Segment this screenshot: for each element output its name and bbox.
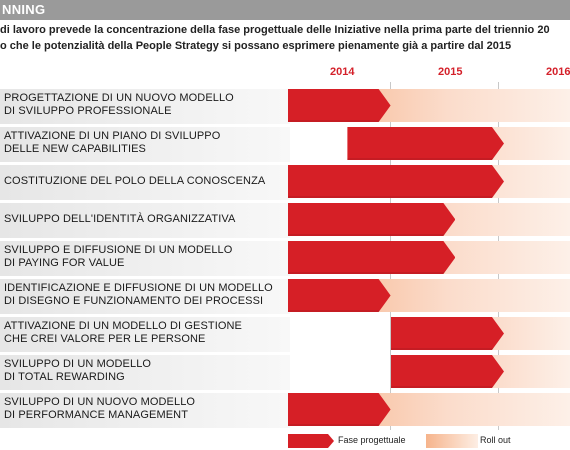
- initiative-label-line: DI SVILUPPO PROFESSIONALE: [4, 105, 172, 117]
- initiative-label-line: ATTIVAZIONE DI UN PIANO DI SVILUPPO: [4, 130, 221, 142]
- row-label-bg: [0, 392, 290, 428]
- initiative-label: PROGETTAZIONE DI UN NUOVO MODELLO DI SVIL…: [4, 92, 286, 118]
- row-label-bg: [0, 354, 290, 390]
- intro-line-1: di lavoro prevede la concentrazione dell…: [0, 24, 550, 36]
- design-phase-arrow: [288, 203, 455, 236]
- initiative-label-line: ATTIVAZIONE DI UN MODELLO DI GESTIONE: [4, 320, 242, 332]
- design-phase-arrow: [288, 393, 391, 426]
- initiative-label: SVILUPPO DI UN MODELLO DI TOTAL REWARDING: [4, 358, 286, 384]
- initiative-label-line: SVILUPPO E DIFFUSIONE DI UN MODELLO: [4, 244, 233, 256]
- legend-design-swatch: [288, 434, 334, 448]
- initiative-label: SVILUPPO E DIFFUSIONE DI UN MODELLO DI PA…: [4, 244, 286, 270]
- initiative-label-line: DI PERFORMANCE MANAGEMENT: [4, 409, 189, 421]
- initiative-label: COSTITUZIONE DEL POLO DELLA CONOSCENZA: [4, 175, 286, 188]
- initiative-label: ATTIVAZIONE DI UN MODELLO DI GESTIONE CHE…: [4, 320, 286, 346]
- legend-design-label: Fase progettuale: [338, 435, 406, 445]
- design-phase-arrow: [391, 355, 504, 388]
- header-title: NNING: [2, 2, 46, 17]
- legend-rollout-swatch: [426, 434, 478, 448]
- initiative-label-line: SVILUPPO DI UN MODELLO: [4, 358, 152, 370]
- year-label-2014: 2014: [330, 66, 355, 78]
- year-label-2016: 2016: [546, 66, 570, 78]
- row-label-bg: [0, 278, 290, 314]
- initiative-label: IDENTIFICAZIONE E DIFFUSIONE DI UN MODEL…: [4, 282, 286, 308]
- row-label-bg: [0, 202, 290, 238]
- initiative-label: ATTIVAZIONE DI UN PIANO DI SVILUPPO DELLE…: [4, 130, 286, 156]
- design-phase-arrow: [347, 127, 504, 160]
- initiative-label: SVILUPPO DELL'IDENTITÀ ORGANIZZATIVA: [4, 213, 286, 226]
- initiative-label: SVILUPPO DI UN NUOVO MODELLO DI PERFORMAN…: [4, 396, 286, 422]
- initiative-label-line: DI PAYING FOR VALUE: [4, 257, 125, 269]
- design-phase-arrow: [391, 317, 504, 350]
- initiative-label-line: DI TOTAL REWARDING: [4, 371, 125, 383]
- design-phase-arrow: [288, 165, 504, 198]
- year-label-2015: 2015: [438, 66, 463, 78]
- initiative-label-line: SVILUPPO DELL'IDENTITÀ ORGANIZZATIVA: [4, 213, 236, 225]
- design-phase-arrow: [288, 241, 455, 274]
- initiative-label-line: CHE CREI VALORE PER LE PERSONE: [4, 333, 206, 345]
- initiative-label-line: COSTITUZIONE DEL POLO DELLA CONOSCENZA: [4, 175, 266, 187]
- header-bar: NNING: [0, 0, 570, 20]
- row-label-bg: [0, 316, 290, 352]
- initiative-label-line: PROGETTAZIONE DI UN NUOVO MODELLO: [4, 92, 234, 104]
- row-label-bg: [0, 126, 290, 162]
- intro-line-2: o che le potenzialità della People Strat…: [0, 40, 512, 52]
- row-label-bg: [0, 240, 290, 276]
- legend-rollout-label: Roll out: [480, 435, 511, 445]
- initiative-label-line: IDENTIFICAZIONE E DIFFUSIONE DI UN MODEL…: [4, 282, 273, 294]
- initiative-label-line: DELLE NEW CAPABILITIES: [4, 143, 146, 155]
- design-phase-arrow: [288, 89, 391, 122]
- initiative-label-line: DI DISEGNO E FUNZIONAMENTO DEI PROCESSI: [4, 295, 264, 307]
- design-phase-arrow: [288, 279, 391, 312]
- initiative-label-line: SVILUPPO DI UN NUOVO MODELLO: [4, 396, 196, 408]
- row-label-bg: [0, 164, 290, 200]
- row-label-bg: [0, 88, 290, 124]
